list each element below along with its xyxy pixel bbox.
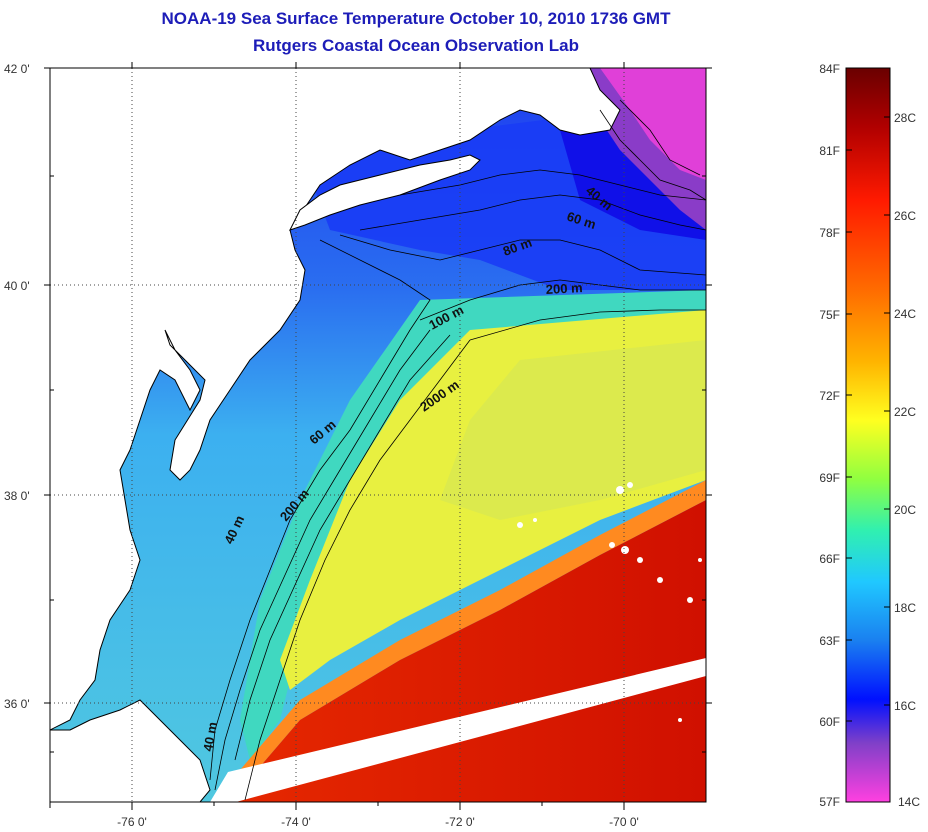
colorbar-c-label: 18C: [894, 601, 916, 615]
colorbar-c-label: 28C: [894, 111, 916, 125]
colorbar-f-label: 75F: [819, 308, 840, 322]
colorbar-celsius-labels: 28C 26C 24C 22C 20C 18C 16C 14C: [894, 111, 920, 809]
axis-ticks: [44, 62, 712, 810]
slope-water-green: [240, 290, 706, 760]
colorbar-fahrenheit-labels: 84F 81F 78F 75F 72F 69F 66F 63F 60F 57F: [819, 62, 840, 809]
colorbar-ticks: [846, 116, 890, 722]
gulf-stream-front: [240, 480, 706, 790]
isobath-label: 200 m: [545, 280, 583, 297]
colorbar-c-label: 20C: [894, 503, 916, 517]
colorbar-f-label: 72F: [819, 389, 840, 403]
land-mass: [50, 68, 621, 802]
graticule: [50, 68, 706, 802]
lon-label: -72 0': [445, 815, 475, 829]
colorbar-c-label: 14C: [898, 795, 920, 809]
colorbar-f-label: 78F: [819, 226, 840, 240]
cold-water-magenta: [600, 68, 706, 180]
colorbar-f-label: 63F: [819, 634, 840, 648]
isobath-label: 40 m: [200, 721, 220, 753]
colorbar: [845, 67, 891, 803]
colorbar-c-label: 26C: [894, 209, 916, 223]
colorbar-c-label: 22C: [894, 405, 916, 419]
isobath-contours: [209, 99, 706, 801]
colorbar-f-label: 66F: [819, 552, 840, 566]
colorbar-f-label: 84F: [819, 62, 840, 76]
lat-label: 40 0': [4, 279, 30, 293]
missing-data-swath: [210, 658, 706, 802]
colorbar-f-label: 57F: [819, 795, 840, 809]
cloud-specks: [517, 482, 702, 722]
lat-label: 38 0': [4, 489, 30, 503]
lon-label: -74 0': [281, 815, 311, 829]
map-subtitle: Rutgers Coastal Ocean Observation Lab: [253, 36, 579, 55]
colorbar-f-label: 60F: [819, 715, 840, 729]
lon-label: -76 0': [117, 815, 147, 829]
lat-label: 36 0': [4, 697, 30, 711]
lat-label: 42 0': [4, 62, 30, 76]
gulf-stream-warm-water: [230, 500, 706, 802]
colorbar-f-label: 81F: [819, 144, 840, 158]
colorbar-f-label: 69F: [819, 471, 840, 485]
map-title: NOAA-19 Sea Surface Temperature October …: [161, 9, 671, 28]
colorbar-c-label: 24C: [894, 307, 916, 321]
colorbar-c-label: 16C: [894, 699, 916, 713]
lon-label: -70 0': [609, 815, 639, 829]
